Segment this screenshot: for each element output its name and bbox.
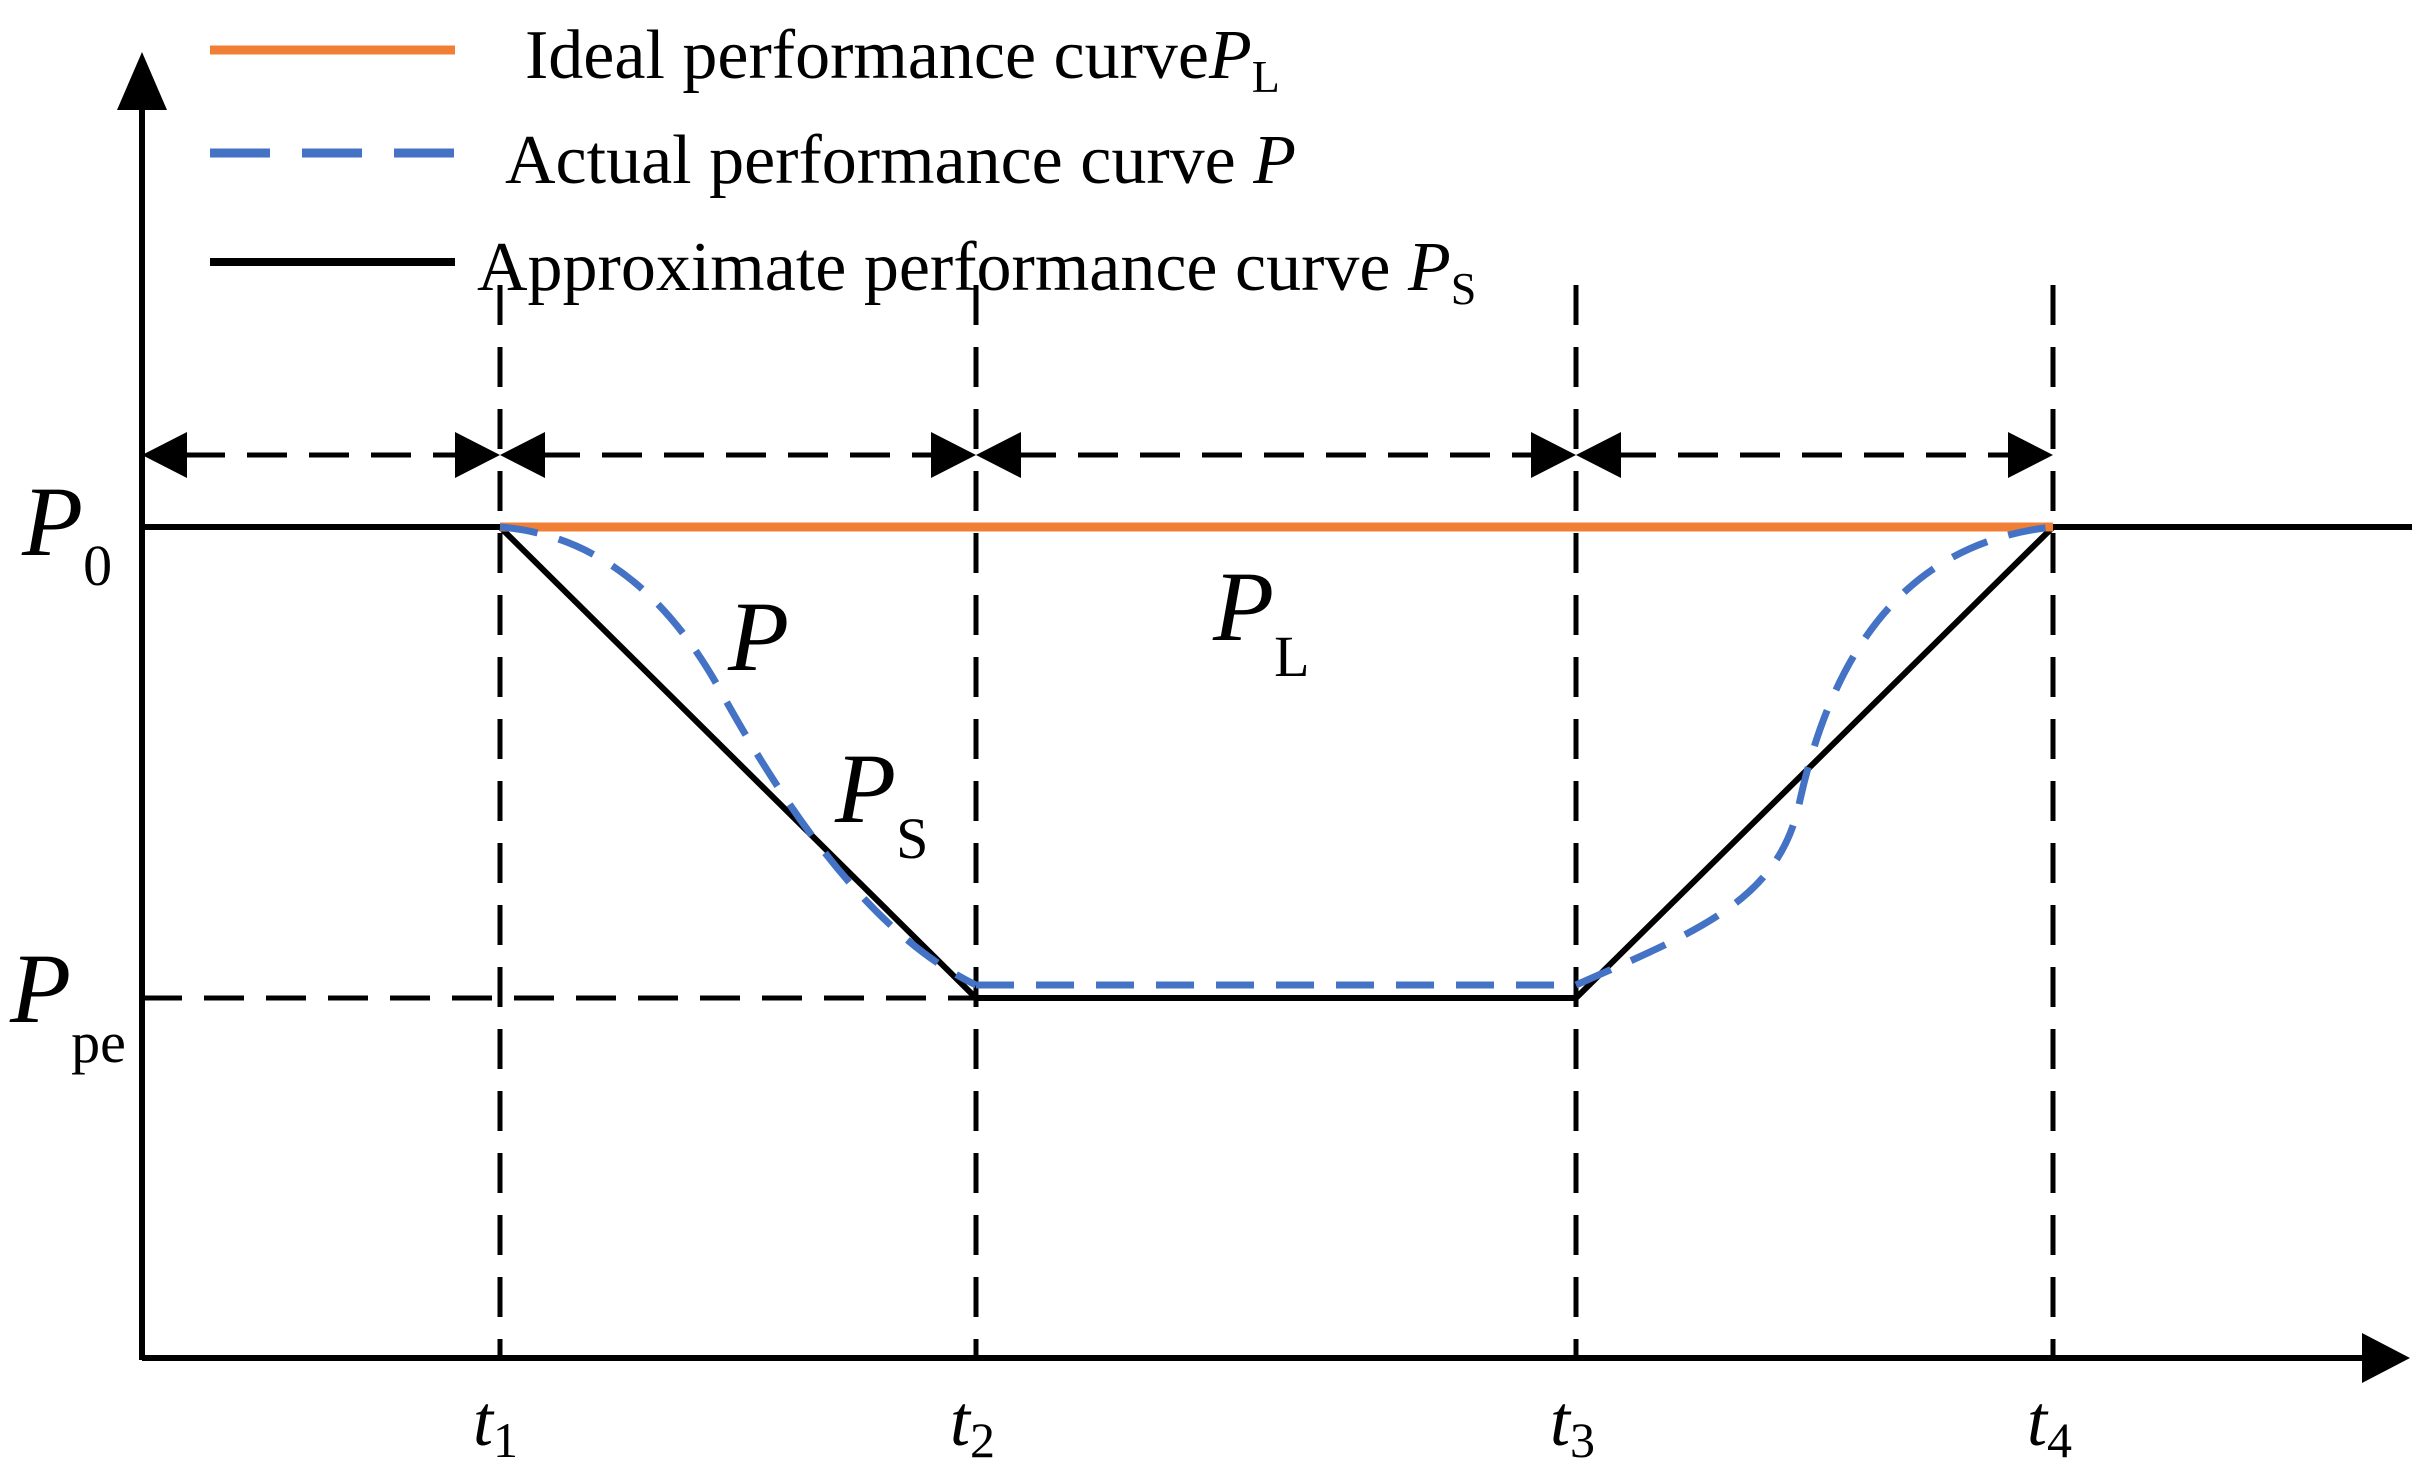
y-label-ppe: Ppe — [9, 933, 126, 1075]
x-label-t2: t2 — [950, 1381, 995, 1468]
actual-curve-drop — [499, 523, 978, 989]
arrowhead-icon — [455, 432, 500, 478]
curve-label-pl: PL — [1212, 551, 1310, 689]
legend-actual-label: Actual performance curve P — [505, 122, 1296, 199]
arrowhead-icon — [500, 432, 545, 478]
x-axis-arrow-icon — [2362, 1333, 2410, 1383]
arrowhead-icon — [1576, 432, 1621, 478]
arrowhead-icon — [1531, 432, 1576, 478]
arrowhead-icon — [931, 432, 976, 478]
x-label-t1: t1 — [473, 1381, 518, 1468]
legend-approx-label: Approximate performance curve PS — [477, 229, 1476, 314]
legend: Ideal performance curvePL Actual perform… — [210, 17, 1476, 314]
y-label-p0: P0 — [21, 466, 112, 598]
arrowhead-icon — [142, 432, 187, 478]
y-axis-arrow-icon — [117, 52, 167, 110]
x-label-t4: t4 — [2027, 1381, 2072, 1468]
legend-ideal-label: Ideal performance curvePL — [525, 17, 1280, 102]
axes — [139, 95, 2370, 1361]
actual-curve — [499, 523, 2054, 989]
arrowhead-icon — [2008, 432, 2053, 478]
approximate-curve — [142, 524, 2412, 1001]
x-label-t3: t3 — [1550, 1381, 1595, 1468]
time-guides — [497, 285, 2056, 1358]
curve-label-ps: PS — [834, 733, 928, 871]
actual-curve-rise — [1574, 523, 2054, 989]
arrowhead-icon — [976, 432, 1021, 478]
curve-label-p: P — [727, 581, 789, 692]
interval-arrows — [142, 432, 2053, 478]
